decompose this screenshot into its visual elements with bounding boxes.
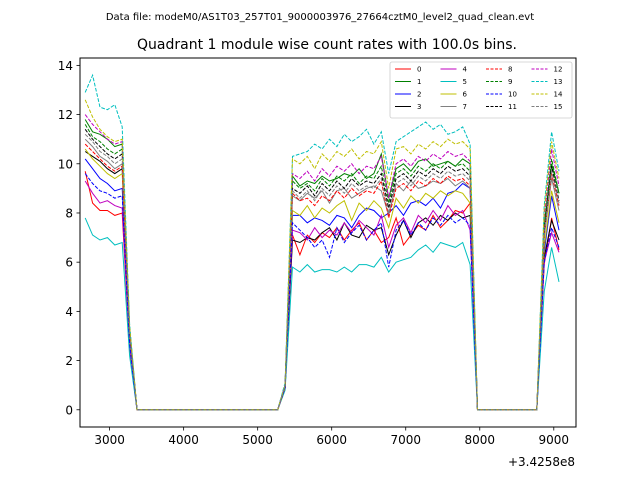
legend-label-6: 6 [463,91,468,99]
legend-label-11: 11 [508,103,517,111]
legend-label-2: 2 [417,91,421,99]
x-offset-label: +3.4258e8 [508,455,575,469]
series-line-14 [84,99,560,411]
data-file-label: Data file: modeM0/AS1T03_257T01_90000039… [106,12,534,23]
series-line-5 [84,217,560,411]
x-tick-label: 8000 [464,433,495,447]
legend-label-10: 10 [508,91,517,99]
legend-label-15: 15 [554,103,563,111]
y-tick-label: 6 [65,256,73,270]
series-line-9 [84,124,560,411]
y-axis: 0 2 4 6 8 10 12 14 [58,59,80,417]
legend-label-12: 12 [554,66,563,74]
series-line-7 [84,138,560,411]
y-tick-label: 14 [58,59,73,73]
legend-label-7: 7 [463,103,467,111]
y-tick-label: 10 [58,157,73,171]
legend-label-13: 13 [554,78,563,86]
x-tick-label: 3000 [94,433,125,447]
x-axis: 3000 4000 5000 6000 7000 8000 9000 [94,427,569,447]
y-tick-label: 8 [65,206,73,220]
legend-label-9: 9 [508,78,512,86]
series-line-12 [84,114,560,411]
legend-label-0: 0 [417,66,421,74]
legend-label-5: 5 [463,78,467,86]
series-line-10 [84,173,560,411]
plot-area [84,73,560,411]
series-line-15 [84,133,560,411]
legend-label-8: 8 [508,66,512,74]
y-tick-label: 12 [58,108,73,122]
chart-title: Quadrant 1 module wise count rates with … [137,37,517,53]
legend-label-1: 1 [417,78,421,86]
y-tick-label: 4 [65,305,73,319]
y-tick-label: 2 [65,354,73,368]
x-tick-label: 4000 [168,433,199,447]
series-line-0 [84,171,560,411]
x-tick-label: 9000 [539,433,570,447]
legend-box [389,61,573,119]
series-line-4 [84,180,560,411]
x-tick-label: 5000 [242,433,273,447]
legend-label-4: 4 [463,66,468,74]
axes-frame [79,57,577,428]
x-tick-label: 6000 [316,433,347,447]
legend-label-14: 14 [554,91,563,99]
series-line-1 [84,119,560,411]
series-line-13 [84,73,560,411]
x-tick-label: 7000 [390,433,421,447]
legend-label-3: 3 [417,103,421,111]
y-tick-label: 0 [65,403,73,417]
